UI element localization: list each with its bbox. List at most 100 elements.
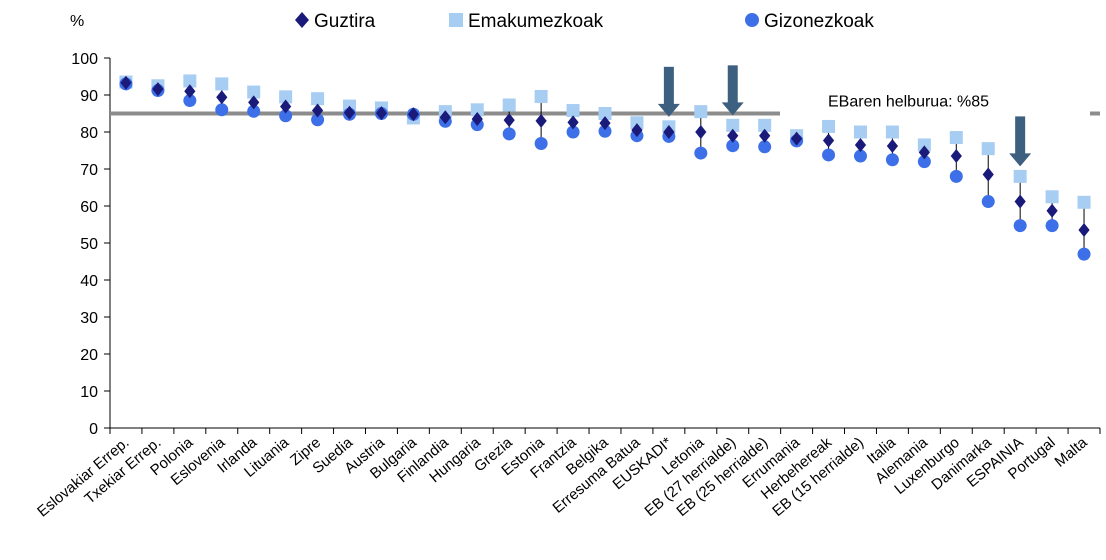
guztira-point	[1046, 203, 1058, 218]
emakumezkoak-point	[981, 142, 995, 156]
y-tick-label: 10	[80, 384, 98, 401]
guztira-point	[759, 128, 771, 143]
guztira-point	[343, 105, 356, 120]
emakumezkoak-point	[630, 116, 644, 130]
gizonezkoak-point	[215, 103, 229, 117]
emakumezkoak-point	[1013, 169, 1027, 183]
guztira-point	[535, 113, 547, 128]
guztira-point	[727, 128, 739, 143]
y-tick-label: 30	[80, 310, 98, 327]
gizonezkoak-point	[981, 195, 995, 209]
legend-label: Guztira	[314, 11, 376, 32]
guztira-point	[631, 123, 643, 138]
guztira-point	[599, 116, 611, 131]
category-label: Malta	[1052, 434, 1092, 471]
plot-area	[119, 65, 1091, 261]
legend-item: Gizonezkoak	[745, 11, 874, 32]
guztira-point	[120, 75, 132, 90]
gizonezkoak-point	[534, 136, 548, 150]
gizonezkoak-point	[247, 104, 261, 118]
y-tick-label: 20	[80, 347, 98, 364]
emakumezkoak-point	[917, 138, 931, 152]
y-tick-label: 40	[80, 273, 98, 290]
emakumezkoak-point	[1045, 190, 1059, 204]
emakumezkoak-point	[247, 85, 261, 99]
arrow-icon	[1009, 116, 1032, 167]
emakumezkoak-point	[183, 74, 197, 88]
y-tick-label: 80	[80, 125, 98, 142]
legend: Guztira Emakumezkoak Gizonezkoak	[295, 11, 874, 32]
guztira-point	[854, 137, 867, 152]
guztira-point	[503, 113, 515, 128]
legend-item: Emakumezkoak	[449, 11, 604, 32]
gizonezkoak-point	[279, 109, 293, 123]
legend-label: Gizonezkoak	[764, 11, 874, 32]
emakumezkoak-point	[279, 90, 293, 104]
legend-marker-guztira	[295, 12, 309, 28]
gizonezkoak-point	[1013, 219, 1027, 233]
gizonezkoak-point	[822, 148, 836, 162]
legend-marker-emakumezkoak	[449, 13, 463, 27]
arrow-shaft	[1015, 116, 1026, 155]
gizonezkoak-point	[917, 155, 931, 169]
guztira-point	[439, 110, 451, 125]
arrow-icon	[657, 66, 680, 117]
guztira-point	[471, 112, 483, 127]
emakumezkoak-point	[694, 105, 708, 119]
gizonezkoak-point	[853, 149, 867, 163]
y-tick-label: 60	[80, 199, 98, 216]
emakumezkoak-point	[566, 104, 580, 118]
gizonezkoak-point	[311, 113, 325, 127]
guztira-point	[791, 131, 803, 146]
emakumezkoak-point	[822, 119, 836, 133]
emakumezkoak-point	[598, 107, 612, 120]
emakumezkoak-point	[215, 77, 229, 91]
guztira-point	[663, 125, 675, 139]
arrow-head	[721, 102, 744, 116]
guztira-point	[822, 133, 835, 148]
emakumezkoak-point	[726, 118, 740, 132]
gizonezkoak-point	[183, 94, 197, 108]
guztira-point	[950, 149, 962, 164]
gizonezkoak-point	[502, 127, 516, 141]
guztira-point	[918, 145, 930, 160]
arrow-head	[657, 103, 680, 117]
legend-item: Guztira	[295, 11, 376, 32]
emakumezkoak-point	[470, 103, 484, 117]
emakumezkoak-point	[758, 118, 772, 132]
guztira-point	[982, 167, 994, 182]
guztira-point	[152, 82, 164, 97]
guztira-point	[280, 99, 292, 114]
y-axis: 0 10 20 30 40 50 60 70 80 90 100	[71, 51, 111, 438]
y-tick-label: 50	[80, 236, 98, 253]
arrow-shaft	[663, 66, 674, 105]
emakumezkoak-point	[534, 89, 548, 103]
gizonezkoak-point	[598, 124, 612, 138]
guztira-point	[695, 125, 707, 139]
emakumezkoak-point	[853, 125, 867, 139]
guztira-point	[886, 139, 899, 154]
gizonezkoak-point	[949, 169, 963, 183]
gizonezkoak-point	[1045, 219, 1059, 233]
guztira-point	[184, 84, 196, 99]
emakumezkoak-point	[949, 131, 963, 145]
y-unit-label: %	[70, 13, 84, 30]
guztira-point	[216, 90, 228, 105]
gizonezkoak-point	[758, 140, 772, 154]
emakumezkoak-point	[502, 98, 516, 112]
gizonezkoak-point	[1077, 247, 1091, 261]
y-tick-label: 100	[71, 51, 98, 68]
arrow-shaft	[727, 65, 738, 104]
guztira-point	[567, 115, 579, 130]
y-tick-label: 70	[80, 162, 98, 179]
y-tick-label: 0	[89, 421, 98, 438]
emakumezkoak-point	[885, 125, 899, 139]
y-tick-label: 90	[80, 88, 98, 105]
guztira-point	[1078, 223, 1090, 238]
guztira-point	[375, 106, 388, 121]
gizonezkoak-point	[885, 153, 899, 167]
gizonezkoak-point	[566, 125, 580, 139]
arrow-head	[1009, 153, 1032, 167]
arrow-icon	[721, 65, 744, 116]
